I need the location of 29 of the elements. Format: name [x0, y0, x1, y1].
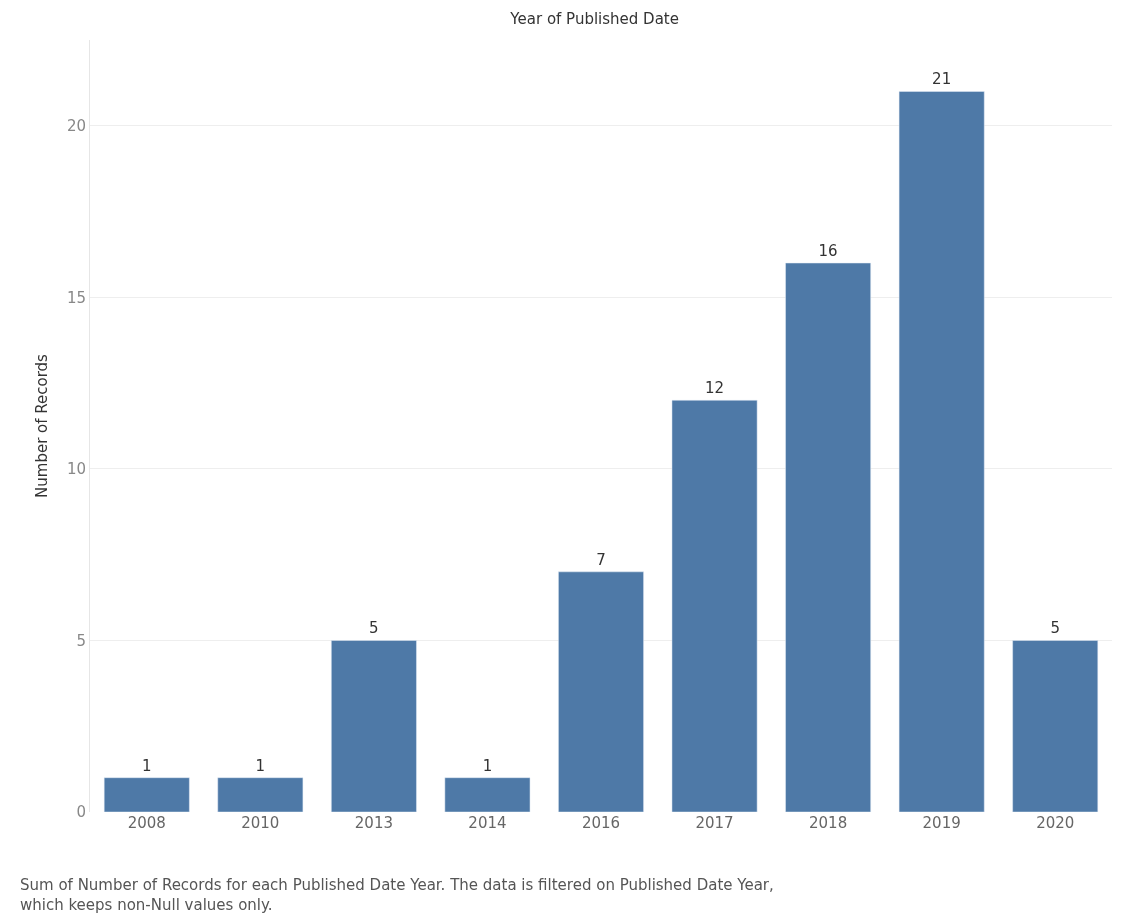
data-label: 5: [369, 619, 379, 638]
bar: [103, 777, 190, 812]
data-label: 5: [1050, 619, 1060, 638]
y-tick-label: 10: [66, 460, 86, 479]
x-tick-label: 2017: [695, 814, 734, 832]
x-tick-label: 2008: [127, 814, 166, 832]
y-tick-label: 0: [76, 803, 86, 822]
data-label: 1: [255, 756, 266, 775]
y-tick-label: 15: [66, 288, 86, 307]
data-label: 1: [482, 756, 493, 775]
bar: [217, 777, 304, 812]
data-label: 12: [705, 379, 725, 398]
text: Sum of Number of Records for each Published Date Year. The data is filtered on Published Date Year, which keeps non-Null values only.: [20, 876, 774, 914]
data-label: 16: [818, 242, 838, 261]
bar: [444, 777, 531, 812]
x-tick-label: 2016: [581, 814, 621, 832]
x-tick-label: 2019: [922, 814, 961, 832]
x-tick-label: 2018: [809, 814, 848, 832]
data-label: 21: [932, 70, 952, 89]
x-tick-label: 2010: [241, 814, 280, 832]
y-tick-label: 20: [66, 117, 86, 136]
x-tick-label: 2014: [468, 814, 507, 832]
x-tick-label: 2013: [354, 814, 393, 832]
data-label: 1: [142, 756, 152, 775]
y-axis-title: Number of Records: [33, 353, 52, 498]
y-tick-label: 5: [76, 631, 86, 650]
x-tick-label: 2020: [1036, 814, 1075, 832]
data-label: 7: [596, 550, 606, 569]
chart-title: Year of Published Date: [509, 10, 679, 29]
